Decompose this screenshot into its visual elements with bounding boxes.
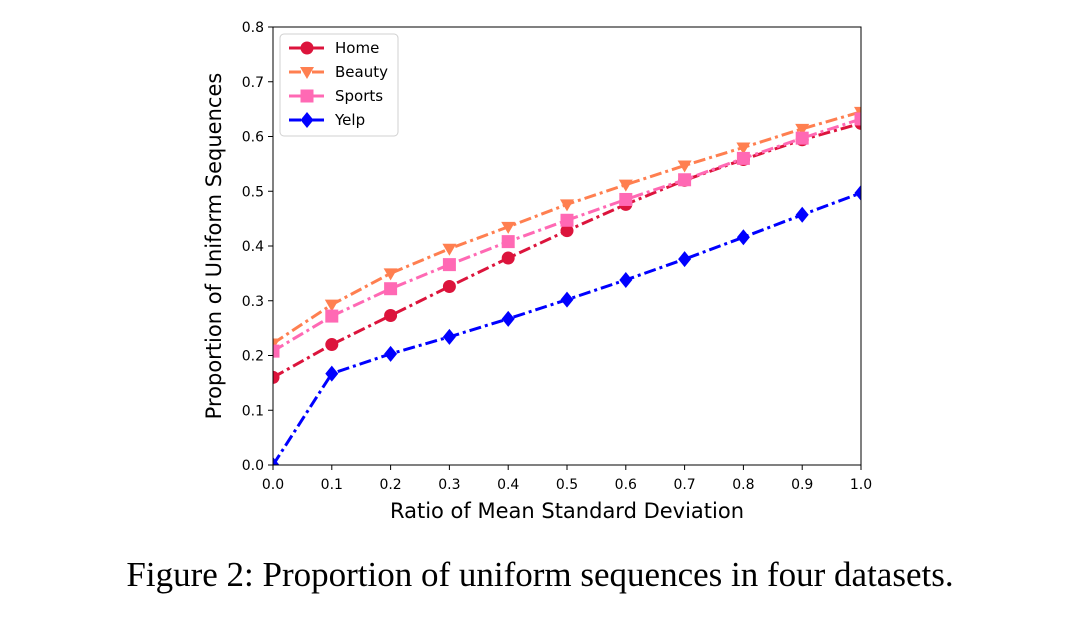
legend-box: [279, 33, 399, 137]
y-tick-label: 0.6: [242, 130, 264, 146]
y-axis-label: Proportion of Uniform Sequences: [202, 73, 226, 420]
home-point: [384, 309, 398, 323]
x-tick-label: 0.2: [379, 477, 401, 493]
y-tick-label: 0.7: [242, 75, 264, 91]
home-point: [442, 280, 456, 294]
legend-marker: [300, 89, 314, 103]
legend: Home Beauty Sports Yelp: [279, 33, 399, 137]
x-tick-label: 0.1: [321, 477, 343, 493]
y-tick-label: 0.1: [242, 403, 264, 419]
sports-point: [273, 344, 280, 358]
sports-point: [854, 112, 861, 126]
beauty-point: [677, 160, 692, 173]
x-axis: 0.0 0.1 0.2 0.3 0.4 0.5 0.6 0.7 0.8 0.9 1.0: [262, 465, 872, 493]
yelp-point: [854, 184, 861, 201]
y-tick-label: 0.4: [242, 239, 264, 255]
y-tick-label: 0.2: [242, 349, 264, 365]
legend-marker: [300, 112, 314, 128]
sports-point: [678, 173, 692, 187]
y-tick-label: 0.5: [242, 184, 264, 200]
x-tick-label: 0.6: [615, 477, 637, 493]
y-axis: 0.0 0.1 0.2 0.3 0.4 0.5 0.6 0.7 0.8: [242, 20, 273, 474]
x-tick-label: 0.4: [497, 477, 519, 493]
yelp-point: [678, 251, 692, 268]
sports-point: [384, 282, 398, 296]
x-tick-label: 0.5: [556, 477, 578, 493]
yelp-point: [795, 206, 809, 223]
home-point: [560, 224, 574, 238]
sports-point: [442, 258, 456, 272]
yelp-point: [442, 328, 456, 345]
home-point: [325, 338, 339, 352]
home-line: [273, 121, 861, 379]
beauty-point: [736, 142, 751, 155]
line-chart: 0.0 0.1 0.2 0.3 0.4 0.5 0.6 0.7 0.8 0.9 1.0 0.0 0.1…: [202, 20, 872, 523]
y-tick-label: 0.3: [242, 294, 264, 310]
beauty-point: [501, 221, 516, 234]
y-tick-label: 0.8: [242, 20, 264, 36]
figure-caption: Figure 2: Proportion of uniform sequence…: [126, 555, 954, 594]
yelp-point: [325, 365, 339, 382]
legend-label: Beauty: [335, 63, 388, 81]
sports-point: [736, 151, 750, 165]
sports-point: [560, 213, 574, 227]
beauty-point: [560, 199, 574, 212]
legend-marker: [300, 67, 314, 79]
series-home: [273, 116, 861, 384]
yelp-point: [273, 457, 280, 465]
x-axis-label: Ratio of Mean Standard Deviation: [390, 499, 744, 523]
sports-point: [619, 192, 633, 206]
series-sports: [273, 112, 861, 358]
beauty-point: [442, 243, 457, 256]
legend-label: Sports: [335, 87, 383, 105]
home-point: [273, 370, 280, 384]
yelp-point: [619, 271, 633, 288]
yelp-point: [736, 229, 750, 246]
beauty-point: [618, 179, 633, 192]
yelp-point: [501, 310, 515, 327]
beauty-point: [795, 123, 810, 136]
sports-point: [325, 309, 339, 323]
sports-point: [795, 131, 809, 145]
series-group: [273, 106, 861, 465]
x-tick-label: 1.0: [850, 477, 872, 493]
home-point: [501, 251, 515, 265]
y-tick-label: 0.0: [242, 458, 264, 474]
yelp-point: [384, 345, 398, 362]
x-tick-label: 0.0: [262, 477, 284, 493]
beauty-point: [383, 268, 398, 281]
x-tick-label: 0.8: [732, 477, 754, 493]
x-tick-label: 0.9: [791, 477, 813, 493]
series-yelp: [273, 184, 861, 465]
legend-label: Home: [335, 39, 379, 57]
x-tick-label: 0.7: [673, 477, 695, 493]
x-tick-label: 0.3: [438, 477, 460, 493]
beauty-point: [324, 299, 339, 312]
yelp-point: [560, 291, 574, 308]
legend-marker: [300, 41, 314, 55]
sports-point: [501, 235, 515, 249]
legend-label: Yelp: [334, 111, 365, 129]
